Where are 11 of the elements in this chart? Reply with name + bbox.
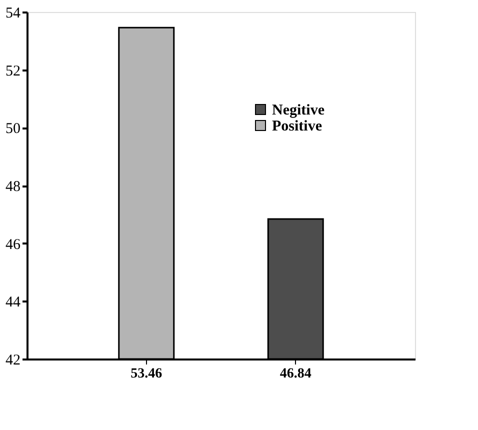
legend-label: Negitive xyxy=(272,102,325,118)
x-tick-label: 46.84 xyxy=(280,366,312,382)
y-tick-label: 54 xyxy=(6,6,21,22)
y-tick-label: 44 xyxy=(6,294,21,311)
y-tick-label: 42 xyxy=(6,352,20,368)
x-tick-label: 53.46 xyxy=(130,366,162,382)
y-tick-label: 52 xyxy=(6,63,20,80)
y-tick-label: 46 xyxy=(6,236,21,253)
y-tick-label: 48 xyxy=(6,179,20,195)
y-tick-label: 50 xyxy=(6,121,20,138)
legend-label: Positive xyxy=(272,118,322,134)
